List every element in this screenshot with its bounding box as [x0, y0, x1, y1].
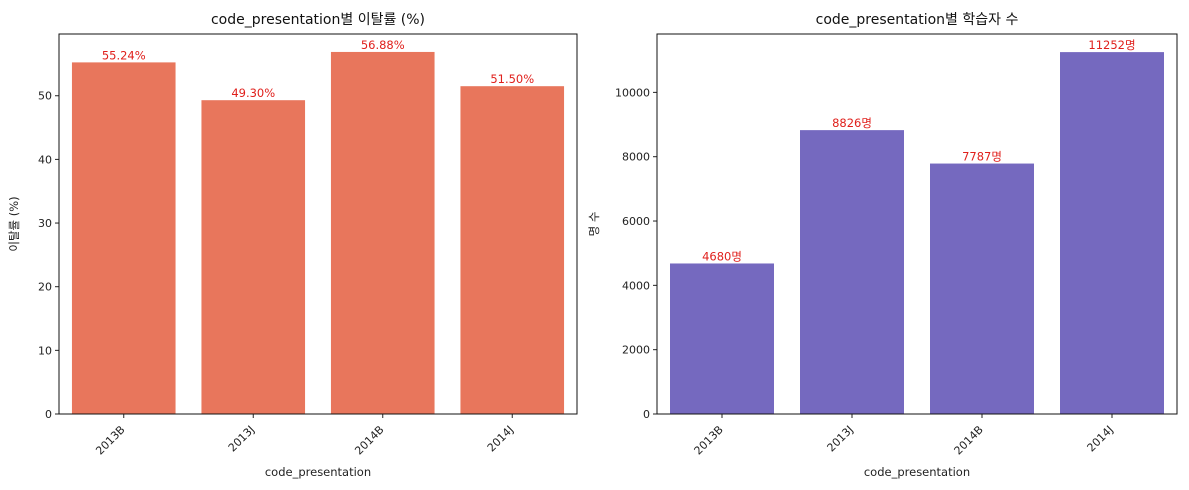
data-label: 55.24%	[102, 48, 146, 62]
y-tick-label: 30	[38, 217, 52, 230]
data-label: 56.88%	[361, 38, 405, 52]
bar-2013B	[670, 263, 774, 414]
x-tick-label: 2014J	[485, 423, 516, 454]
y-tick-label: 10000	[615, 86, 650, 99]
y-tick-label: 8000	[622, 151, 650, 164]
plot-frame	[58, 33, 578, 415]
data-label: 51.50%	[490, 72, 534, 86]
bar-2013B	[71, 62, 176, 414]
plot-frame	[656, 33, 1178, 415]
bar-2014B	[330, 51, 435, 415]
y-tick-label: 10	[38, 344, 52, 357]
bar-2014J	[1060, 52, 1164, 415]
bar-2014B	[930, 163, 1034, 414]
y-tick-label: 2000	[622, 344, 650, 357]
y-tick-label: 50	[38, 90, 52, 103]
chart-panel-1: 55.24% 2013B 49.30% 2013J 56.88% 2014B 51.50% 2…	[7, 12, 578, 479]
x-tick-label: 2013B	[93, 423, 127, 457]
x-tick-label: 2013J	[825, 423, 856, 454]
bar-2014J	[460, 86, 565, 414]
data-label: 4680명	[702, 249, 742, 263]
x-tick-label: 2014B	[952, 423, 986, 457]
x-tick-label: 2013B	[692, 423, 726, 457]
y-tick-label: 6000	[622, 215, 650, 228]
x-axis-label: code_presentation	[265, 465, 371, 479]
data-label: 7787명	[962, 150, 1002, 164]
data-label: 8826명	[832, 116, 872, 130]
y-axis-label: 이탈률 (%)	[7, 196, 21, 251]
data-label: 49.30%	[231, 86, 275, 100]
chart-panel-2: 4680명 2013B 8826명 2013J 7787명 2014B 11252명 2014…	[587, 12, 1178, 479]
y-tick-label: 20	[38, 281, 52, 294]
bar-2013J	[201, 100, 306, 414]
chart-title: code_presentation별 학습자 수	[816, 12, 1019, 28]
chart-title: code_presentation별 이탈률 (%)	[211, 12, 425, 28]
y-tick-label: 0	[45, 408, 52, 421]
x-axis-label: code_presentation	[864, 465, 970, 479]
bar-2013J	[800, 130, 904, 414]
data-label: 11252명	[1088, 38, 1135, 52]
y-tick-label: 40	[38, 153, 52, 166]
x-tick-label: 2014B	[352, 423, 386, 457]
y-axis-label: 명 수	[587, 212, 601, 237]
x-tick-label: 2013J	[226, 423, 257, 454]
x-tick-label: 2014J	[1085, 423, 1116, 454]
y-tick-label: 4000	[622, 279, 650, 292]
y-tick-label: 0	[643, 408, 650, 421]
